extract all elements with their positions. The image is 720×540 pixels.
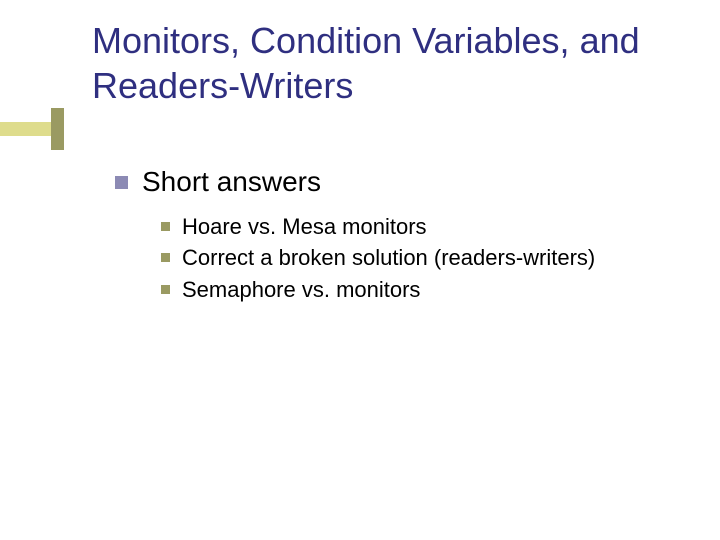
square-bullet-icon	[161, 285, 170, 294]
accent-bar-vertical	[51, 108, 64, 150]
square-bullet-icon	[161, 253, 170, 262]
slide: Monitors, Condition Variables, and Reade…	[0, 0, 720, 540]
slide-body: Short answers Hoare vs. Mesa monitors Co…	[115, 165, 675, 307]
list-item-label: Hoare vs. Mesa monitors	[182, 213, 427, 241]
list-item: Hoare vs. Mesa monitors	[161, 213, 675, 241]
list-item-label: Correct a broken solution (readers-write…	[182, 244, 595, 272]
square-bullet-icon	[161, 222, 170, 231]
list-item-label: Semaphore vs. monitors	[182, 276, 420, 304]
list-item: Correct a broken solution (readers-write…	[161, 244, 675, 272]
square-bullet-icon	[115, 176, 128, 189]
slide-title: Monitors, Condition Variables, and Reade…	[92, 18, 682, 108]
list-item-label: Short answers	[142, 165, 321, 199]
sub-list: Hoare vs. Mesa monitors Correct a broken…	[161, 213, 675, 304]
list-item: Short answers	[115, 165, 675, 199]
list-item: Semaphore vs. monitors	[161, 276, 675, 304]
